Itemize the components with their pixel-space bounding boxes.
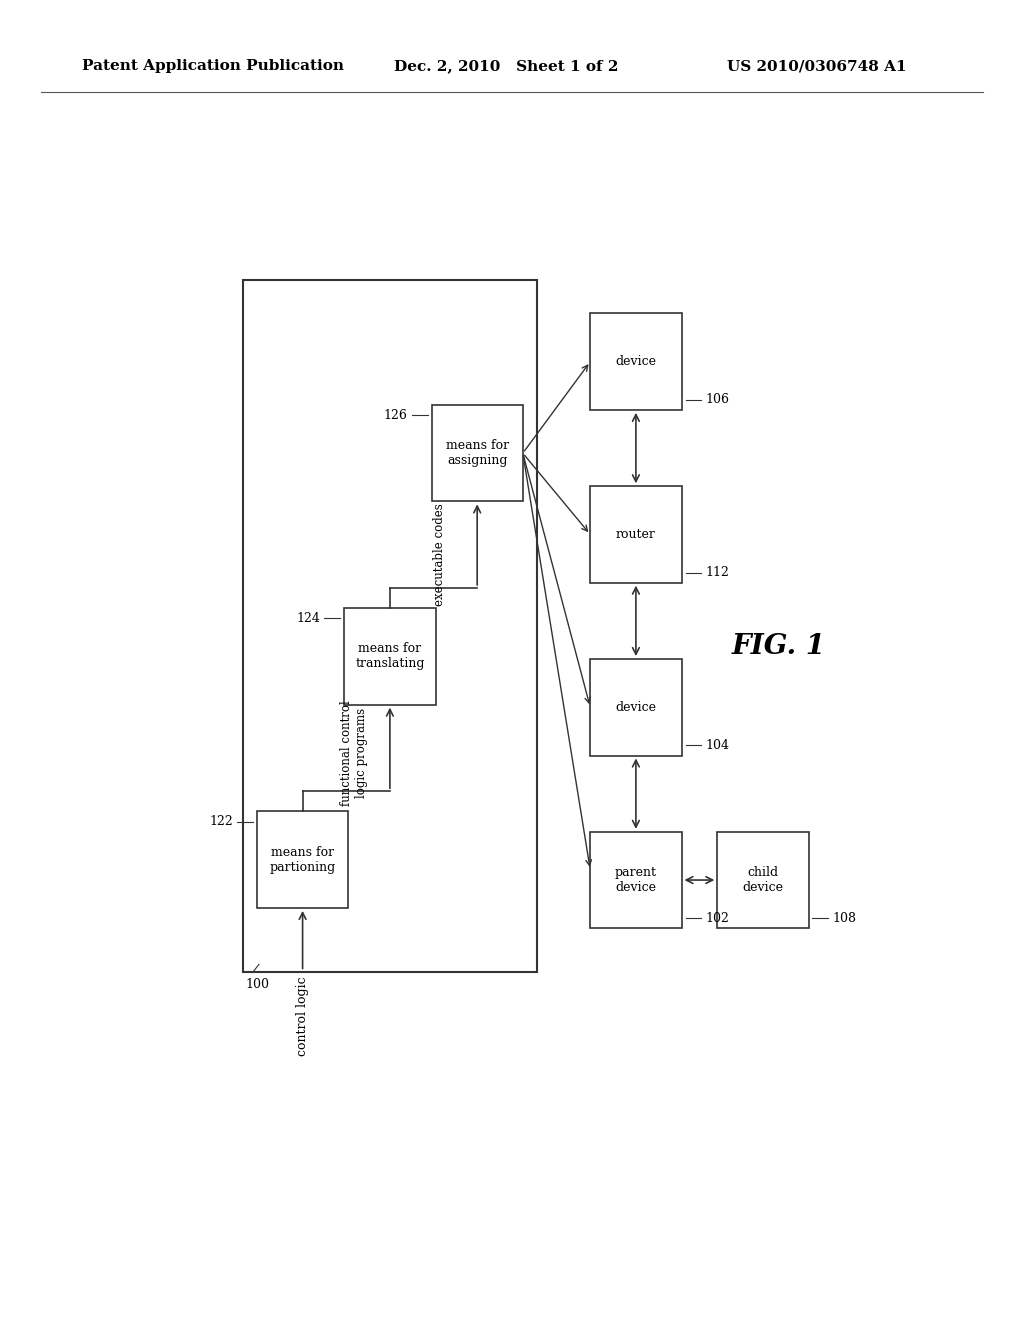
Text: Dec. 2, 2010   Sheet 1 of 2: Dec. 2, 2010 Sheet 1 of 2	[394, 59, 618, 74]
FancyBboxPatch shape	[243, 280, 537, 972]
Text: 112: 112	[706, 566, 729, 579]
FancyBboxPatch shape	[344, 609, 435, 705]
FancyBboxPatch shape	[590, 486, 682, 582]
Text: Patent Application Publication: Patent Application Publication	[82, 59, 344, 74]
Text: child
device: child device	[742, 866, 783, 894]
FancyBboxPatch shape	[257, 812, 348, 908]
Text: means for
assigning: means for assigning	[445, 440, 509, 467]
Text: 102: 102	[706, 912, 729, 924]
Text: 104: 104	[706, 739, 729, 752]
Text: 100: 100	[246, 978, 269, 990]
Text: 122: 122	[209, 816, 233, 828]
Text: control logic: control logic	[296, 977, 309, 1056]
Text: 126: 126	[384, 409, 408, 421]
FancyBboxPatch shape	[431, 405, 523, 502]
Text: router: router	[616, 528, 655, 541]
FancyBboxPatch shape	[590, 659, 682, 755]
Text: US 2010/0306748 A1: US 2010/0306748 A1	[727, 59, 906, 74]
FancyBboxPatch shape	[717, 832, 809, 928]
Text: parent
device: parent device	[614, 866, 657, 894]
FancyBboxPatch shape	[590, 832, 682, 928]
Text: device: device	[615, 355, 656, 368]
Text: device: device	[615, 701, 656, 714]
Text: means for
translating: means for translating	[355, 643, 425, 671]
Text: 106: 106	[706, 393, 729, 407]
FancyBboxPatch shape	[590, 313, 682, 411]
Text: FIG. 1: FIG. 1	[732, 632, 825, 660]
Text: functional control
logic programs: functional control logic programs	[340, 700, 369, 807]
Text: executable codes: executable codes	[433, 503, 446, 606]
Text: 124: 124	[297, 612, 321, 624]
Text: 108: 108	[833, 912, 856, 924]
Text: means for
partioning: means for partioning	[269, 846, 336, 874]
